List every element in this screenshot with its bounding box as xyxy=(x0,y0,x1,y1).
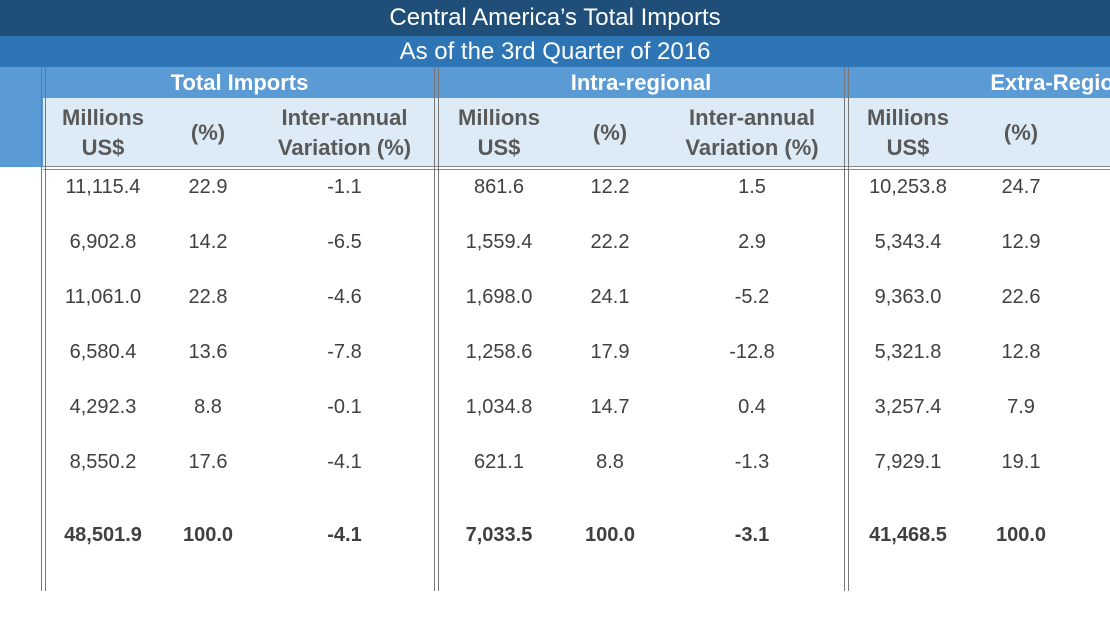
table-cell: -6.5 xyxy=(327,230,362,253)
group-header-band xyxy=(43,67,1110,98)
table-cell: 1.5 xyxy=(738,175,766,198)
subtitle: As of the 3rd Quarter of 2016 xyxy=(0,36,1110,67)
table-cell: 861.6 xyxy=(473,175,525,198)
subheader-band xyxy=(43,98,1110,167)
table-cell: 4,292.3 xyxy=(69,395,137,418)
column-divider xyxy=(434,67,439,591)
header-rule xyxy=(43,166,1110,170)
table-cell: 1,559.4 xyxy=(465,230,533,253)
table-cell: -12.8 xyxy=(729,340,775,363)
table-cell: -4.1 xyxy=(327,450,362,473)
column-header: Millions US$ xyxy=(867,104,949,160)
table-cell: 19.1 xyxy=(1001,450,1041,473)
group-header: Total Imports xyxy=(170,69,309,95)
total-cell: -4.1 xyxy=(327,523,362,546)
table-cell: 8.8 xyxy=(194,395,222,418)
column-header: Inter-annual Variation (%) xyxy=(1078,98,1110,167)
table-cell: 5,343.4 xyxy=(874,230,942,253)
table-cell: 17.6 xyxy=(188,450,228,473)
column-header: Millions US$ xyxy=(62,104,144,160)
stub-header xyxy=(0,67,43,167)
table-cell: 24.7 xyxy=(1001,175,1041,198)
table-cell: 8.8 xyxy=(596,450,624,473)
column-header: (%) xyxy=(190,119,226,145)
table-cell: 12.9 xyxy=(1001,230,1041,253)
table-cell: 12.8 xyxy=(1001,340,1041,363)
table-cell: 7,929.1 xyxy=(874,450,942,473)
table-cell: 11,115.4 xyxy=(65,175,141,198)
table-cell: 24.1 xyxy=(590,285,630,308)
total-cell: 48,501.9 xyxy=(64,523,142,546)
table-cell: 14.7 xyxy=(590,395,630,418)
table-cell: 9,363.0 xyxy=(874,285,942,308)
total-cell: -3.1 xyxy=(734,523,770,546)
table-cell: 2.9 xyxy=(738,230,766,253)
title: Central America’s Total Imports xyxy=(0,0,1110,36)
column-header: Millions US$ xyxy=(458,104,540,160)
group-header: Extra-Regional xyxy=(990,69,1110,95)
total-cell: 100.0 xyxy=(584,523,636,546)
table-cell: 6,580.4 xyxy=(69,340,137,363)
table-cell: 7.9 xyxy=(1007,395,1035,418)
table-cell: 22.6 xyxy=(1001,285,1041,308)
table-cell: 8,550.2 xyxy=(69,450,137,473)
column-header: Inter-annual Variation (%) xyxy=(685,104,819,160)
total-cell: 7,033.5 xyxy=(465,523,533,546)
table-cell: 14.2 xyxy=(188,230,228,253)
total-cell: 100.0 xyxy=(995,523,1047,546)
total-cell: 41,468.5 xyxy=(869,523,947,546)
table-cell: -7.8 xyxy=(327,340,362,363)
table-cell: 10,253.8 xyxy=(869,175,947,198)
table-cell: 11,061.0 xyxy=(64,285,142,308)
table-cell: 12.2 xyxy=(590,175,630,198)
table-cell: 22.9 xyxy=(188,175,228,198)
table-cell: 22.2 xyxy=(590,230,630,253)
table-cell: -1.3 xyxy=(734,450,770,473)
table-cell: 621.1 xyxy=(473,450,525,473)
table-cell: -5.2 xyxy=(734,285,770,308)
table-cell: 1,258.6 xyxy=(465,340,533,363)
table-cell: 3,257.4 xyxy=(874,395,942,418)
column-header: (%) xyxy=(592,119,628,145)
group-header: Intra-regional xyxy=(570,69,712,95)
table-cell: 1,698.0 xyxy=(465,285,533,308)
table-cell: -1.1 xyxy=(327,175,362,198)
table-cell: 13.6 xyxy=(188,340,228,363)
column-header: Inter-annual Variation (%) xyxy=(277,104,412,160)
table-cell: -4.6 xyxy=(327,285,362,308)
column-divider xyxy=(844,67,849,591)
total-cell: 100.0 xyxy=(182,523,234,546)
column-divider xyxy=(41,67,46,591)
table-cell: -0.1 xyxy=(327,395,362,418)
table-cell: 0.4 xyxy=(738,395,766,418)
table-cell: 6,902.8 xyxy=(69,230,137,253)
table-cell: 17.9 xyxy=(590,340,630,363)
table-cell: 5,321.8 xyxy=(874,340,942,363)
column-header: (%) xyxy=(1003,119,1039,145)
table-cell: 1,034.8 xyxy=(465,395,533,418)
table-cell: 22.8 xyxy=(188,285,228,308)
